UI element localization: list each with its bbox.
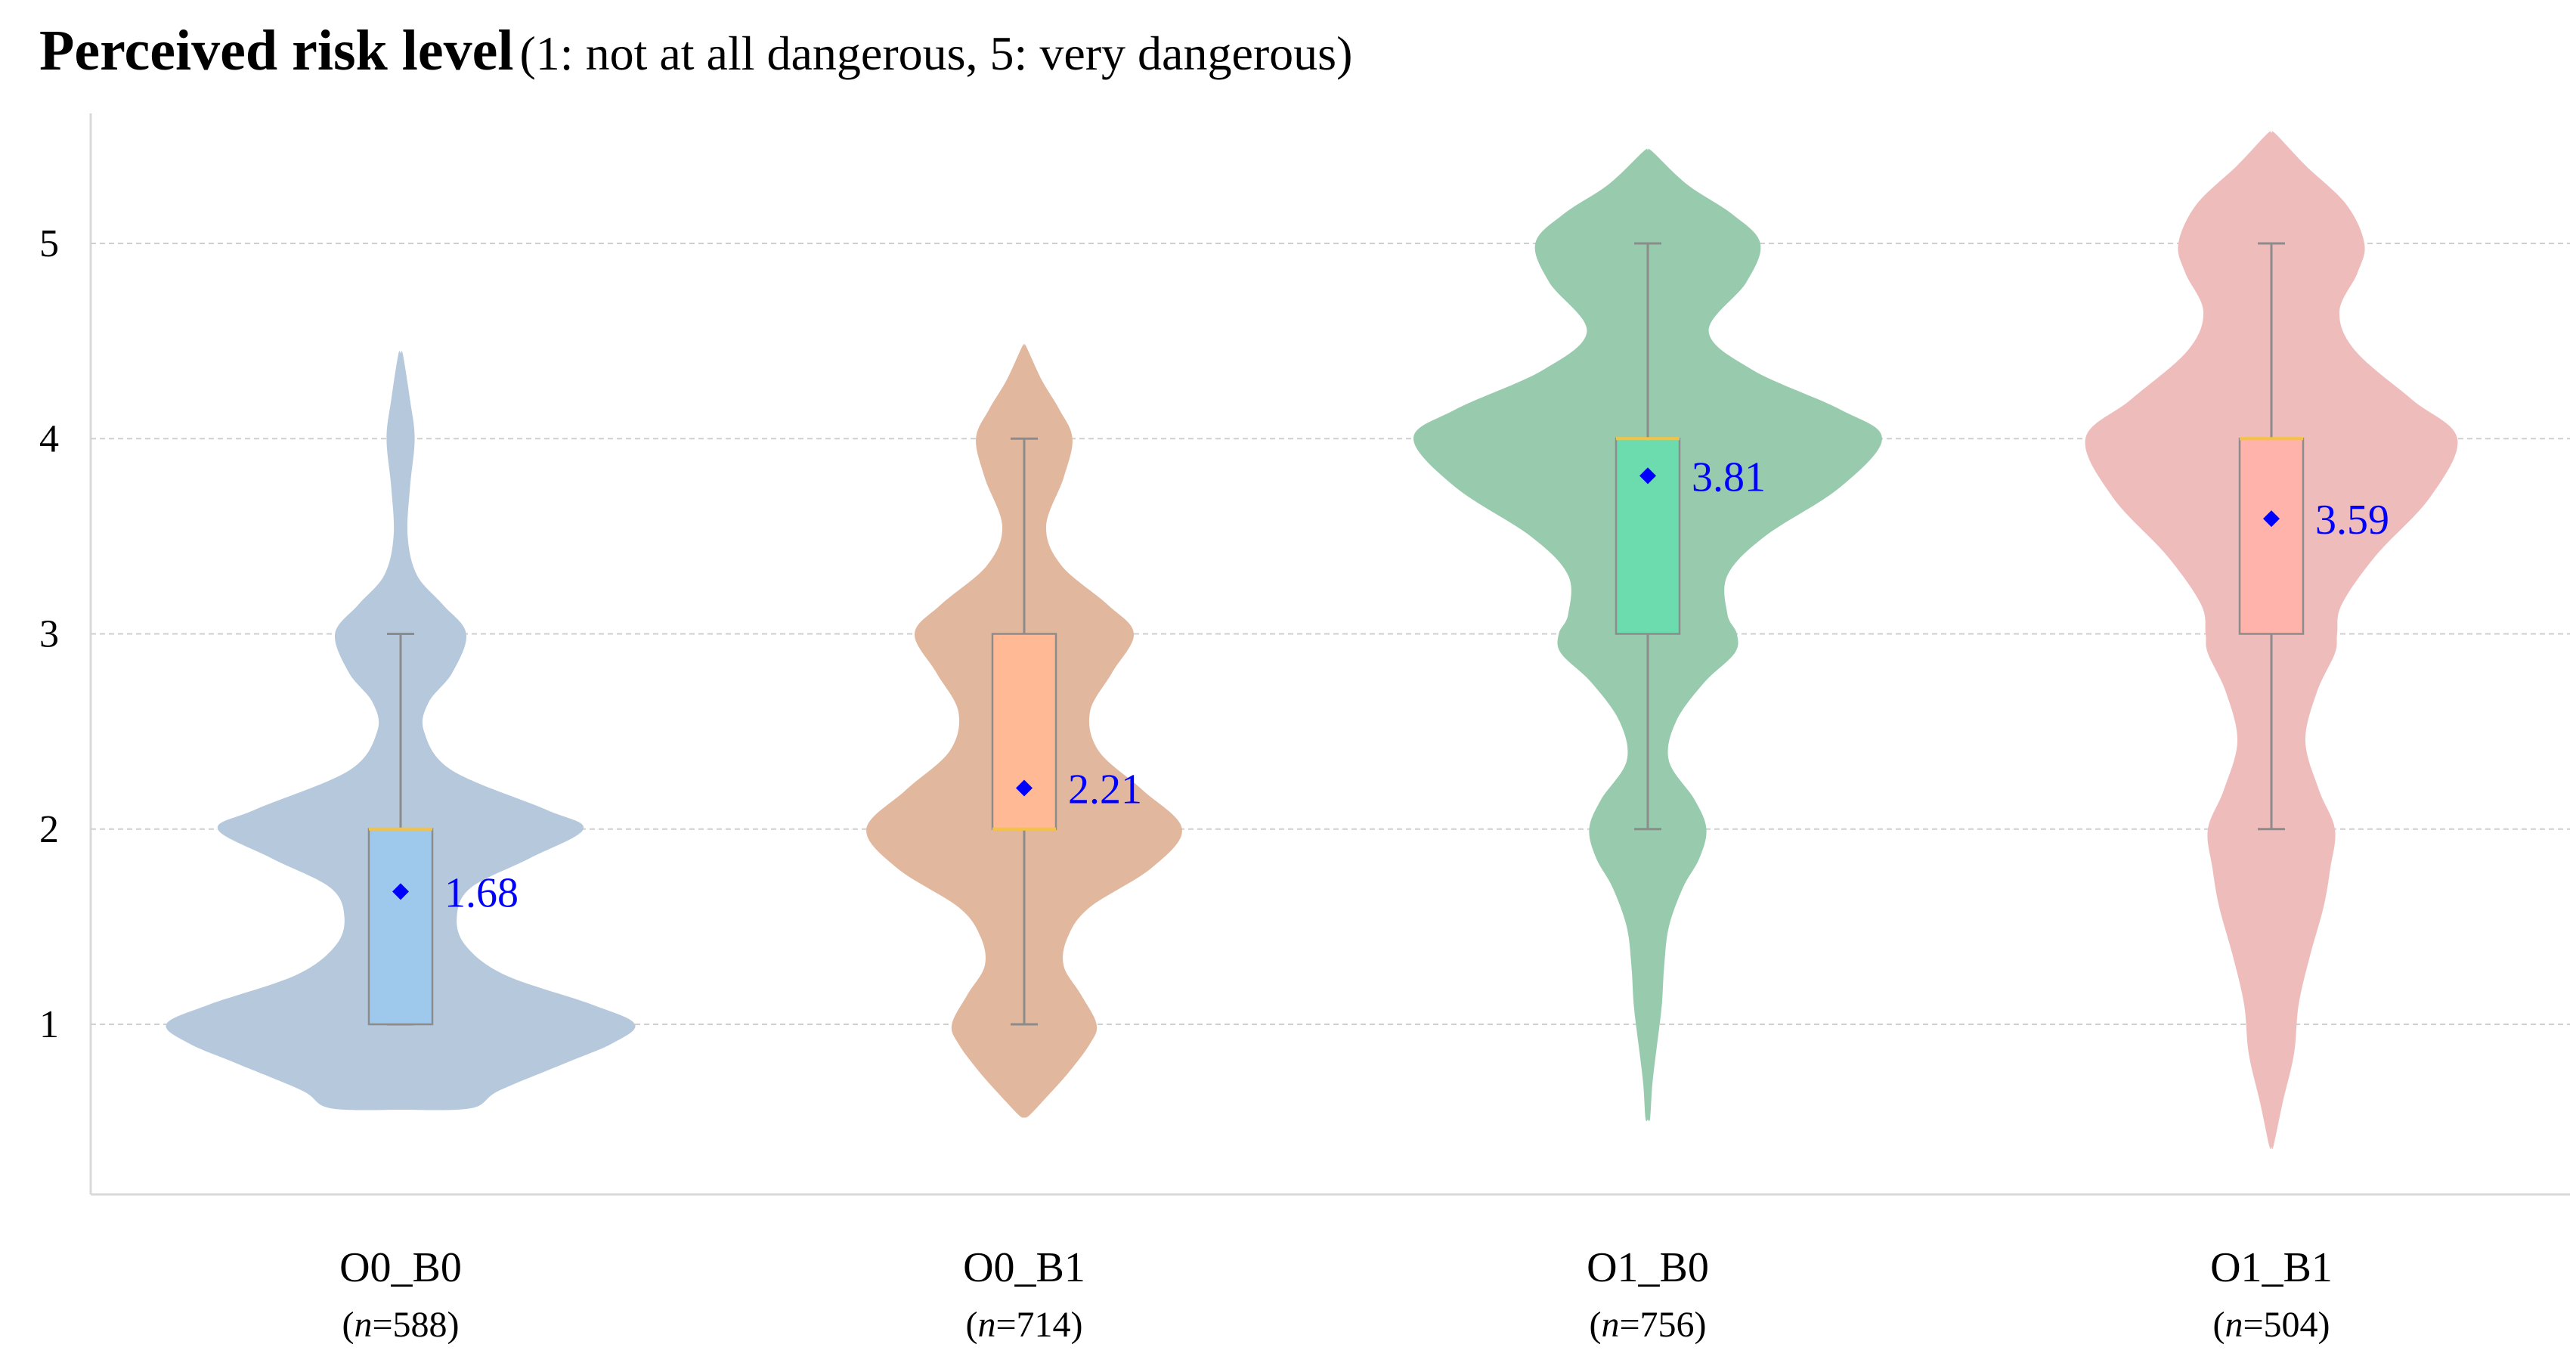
category-label-O1_B1: O1_B1 xyxy=(2210,1244,2333,1291)
box-O0_B1 xyxy=(991,633,1057,830)
mean-marker-O0_B1 xyxy=(1016,779,1033,797)
sample-size-label-O0_B1: (n=714) xyxy=(965,1305,1082,1345)
sample-size-label-O0_B0: (n=588) xyxy=(342,1305,459,1345)
category-label-O0_B1: O0_B1 xyxy=(963,1244,1085,1291)
mean-label-O1_B1: 3.59 xyxy=(2315,497,2389,544)
chart-title-main: Perceived risk level xyxy=(39,19,514,82)
category-label-O0_B0: O0_B0 xyxy=(339,1244,462,1291)
chart-title: Perceived risk level (1: not at all dang… xyxy=(39,17,1352,85)
y-tick-label-1: 1 xyxy=(39,1003,59,1046)
mean-label-O0_B1: 2.21 xyxy=(1068,767,1142,813)
sample-size-label-O1_B1: (n=504) xyxy=(2212,1305,2330,1345)
chart-subtitle: (1: not at all dangerous, 5: very danger… xyxy=(519,26,1353,80)
mean-marker-O0_B0 xyxy=(392,883,409,900)
sample-size-value: 714 xyxy=(1017,1305,1071,1345)
mean-marker-O1_B1 xyxy=(2263,510,2280,528)
sample-size-label-O1_B0: (n=756) xyxy=(1589,1305,1706,1345)
mean-label-O0_B0: 1.68 xyxy=(444,869,519,916)
y-tick-label-4: 4 xyxy=(39,417,59,460)
mean-marker-O1_B0 xyxy=(1639,467,1656,485)
category-label-O1_B0: O1_B0 xyxy=(1587,1244,1709,1291)
n-symbol: n xyxy=(354,1305,372,1345)
n-symbol: n xyxy=(1601,1305,1619,1345)
n-symbol: n xyxy=(2225,1305,2243,1345)
n-symbol: n xyxy=(977,1305,995,1345)
y-tick-label-2: 2 xyxy=(39,808,59,851)
y-tick-label-3: 3 xyxy=(39,613,59,656)
box-O1_B1 xyxy=(2238,438,2305,635)
sample-size-value: 756 xyxy=(1640,1305,1695,1345)
mean-label-O1_B0: 3.81 xyxy=(1692,454,1766,500)
y-tick-label-5: 5 xyxy=(39,222,59,265)
sample-size-value: 504 xyxy=(2264,1305,2318,1345)
box-O0_B0 xyxy=(367,828,434,1026)
sample-size-value: 588 xyxy=(393,1305,447,1345)
